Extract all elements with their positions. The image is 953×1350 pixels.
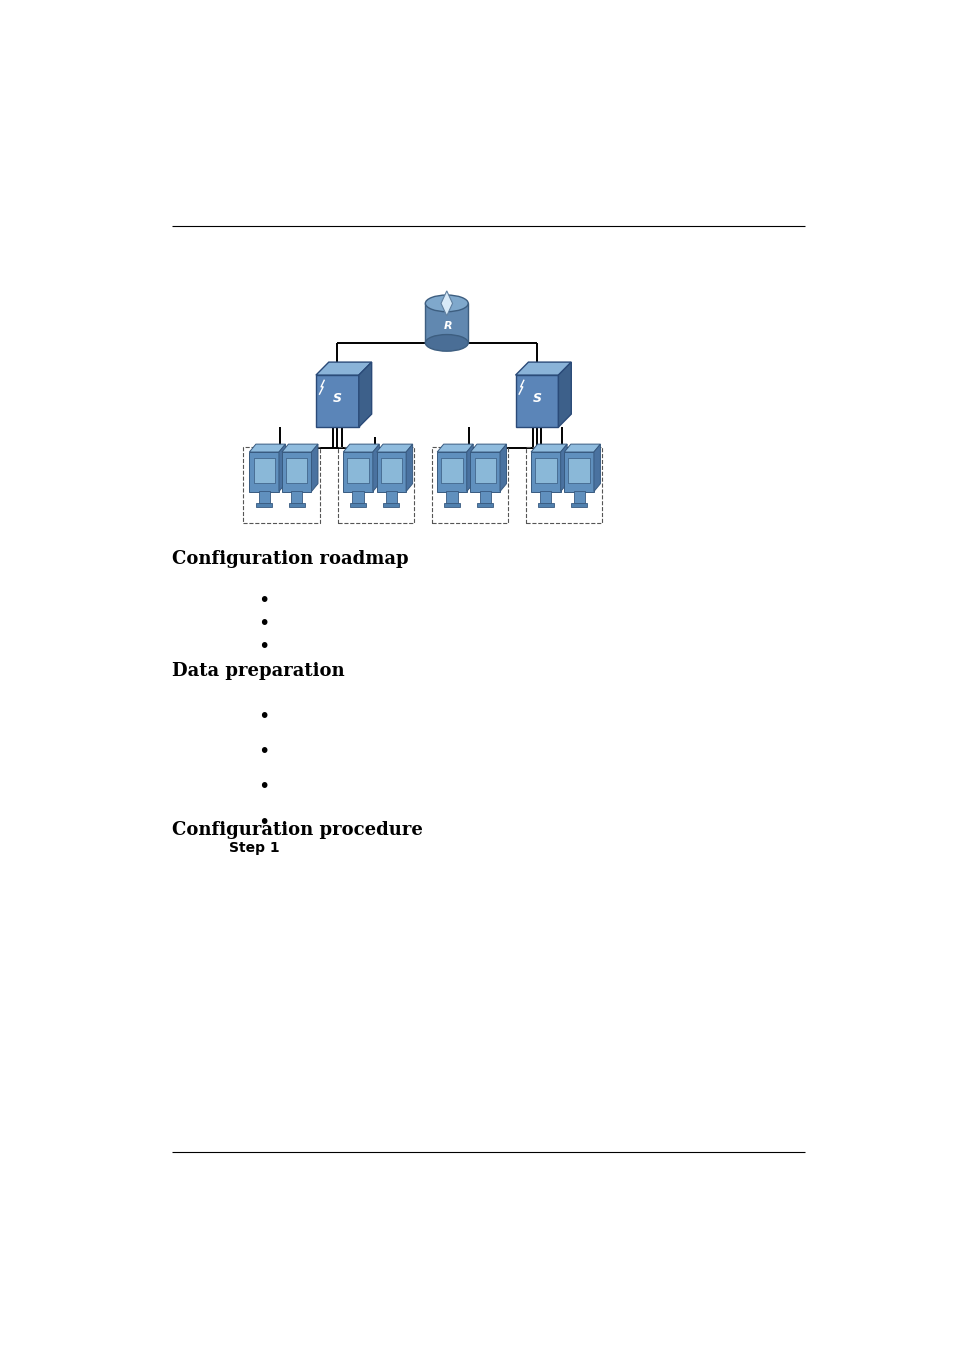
Text: •: • [257, 637, 269, 656]
Text: •: • [257, 591, 269, 610]
Polygon shape [558, 362, 571, 427]
Polygon shape [249, 452, 278, 491]
Text: •: • [257, 706, 269, 725]
Polygon shape [358, 362, 372, 427]
Polygon shape [560, 444, 566, 491]
Text: •: • [257, 813, 269, 832]
Bar [525, 447, 601, 522]
Polygon shape [564, 444, 599, 452]
Bar [350, 504, 366, 506]
Ellipse shape [425, 296, 468, 312]
Bar [337, 447, 414, 522]
Bar [474, 459, 496, 483]
Polygon shape [466, 444, 473, 491]
Polygon shape [440, 290, 452, 316]
Polygon shape [470, 444, 506, 452]
Polygon shape [343, 452, 373, 491]
Polygon shape [564, 452, 594, 491]
Polygon shape [531, 444, 566, 452]
Text: •: • [257, 614, 269, 633]
Polygon shape [315, 362, 372, 375]
Text: Configuration procedure: Configuration procedure [172, 821, 423, 840]
Polygon shape [406, 444, 413, 491]
Bar [479, 491, 491, 504]
Bar [441, 459, 462, 483]
Bar [291, 491, 302, 504]
Bar [571, 504, 587, 506]
Bar [383, 504, 399, 506]
Polygon shape [470, 452, 499, 491]
Bar [539, 491, 551, 504]
Text: •: • [257, 743, 269, 761]
Polygon shape [594, 444, 599, 491]
Bar [288, 504, 305, 506]
Polygon shape [373, 444, 379, 491]
Polygon shape [343, 444, 379, 452]
FancyBboxPatch shape [425, 304, 468, 343]
Polygon shape [499, 444, 506, 491]
Bar [347, 459, 368, 483]
Polygon shape [249, 444, 285, 452]
Text: •: • [257, 778, 269, 796]
Text: S: S [333, 392, 341, 405]
Ellipse shape [425, 335, 468, 351]
Bar [385, 491, 396, 504]
Bar [537, 504, 554, 506]
Bar [573, 491, 584, 504]
Bar [253, 459, 274, 483]
Bar [568, 459, 589, 483]
Bar [443, 504, 459, 506]
Polygon shape [315, 375, 358, 427]
Polygon shape [282, 452, 311, 491]
Bar [243, 447, 319, 522]
Bar [380, 459, 401, 483]
Bar [255, 504, 272, 506]
Text: Configuration roadmap: Configuration roadmap [172, 549, 409, 568]
Polygon shape [278, 444, 285, 491]
Bar [476, 504, 493, 506]
Text: Step 1: Step 1 [229, 841, 279, 855]
Polygon shape [376, 452, 406, 491]
Polygon shape [515, 375, 558, 427]
Bar [446, 491, 457, 504]
Bar [535, 459, 556, 483]
Polygon shape [436, 452, 466, 491]
Polygon shape [311, 444, 317, 491]
Text: Data preparation: Data preparation [172, 663, 345, 680]
Polygon shape [515, 362, 571, 375]
Bar [286, 459, 307, 483]
Bar [432, 447, 508, 522]
Polygon shape [436, 444, 473, 452]
Polygon shape [376, 444, 413, 452]
Bar [352, 491, 363, 504]
Text: S: S [532, 392, 541, 405]
Text: R: R [443, 321, 452, 331]
Polygon shape [282, 444, 317, 452]
Bar [258, 491, 270, 504]
Polygon shape [531, 452, 560, 491]
